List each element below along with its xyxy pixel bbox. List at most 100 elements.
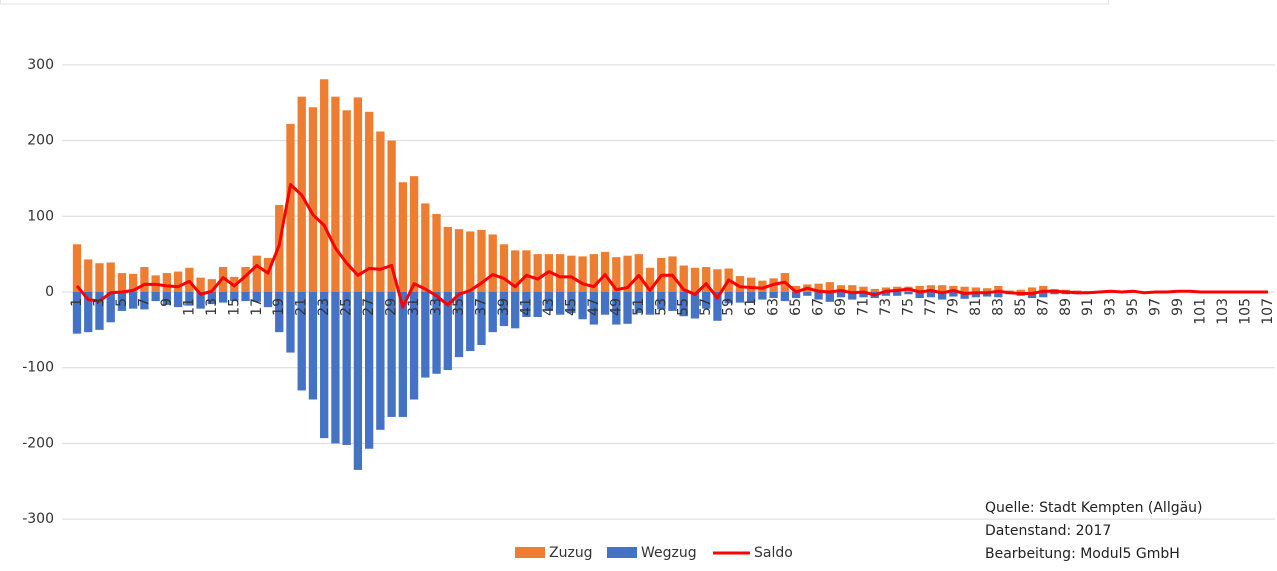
- y-tick-label: -200: [22, 435, 54, 451]
- bar: [241, 267, 250, 292]
- bar: [803, 292, 812, 296]
- bar: [443, 292, 452, 370]
- bar: [893, 292, 902, 296]
- bar: [499, 244, 509, 292]
- bar: [218, 292, 228, 303]
- x-tick-label: 105: [1238, 298, 1254, 325]
- x-tick-label: 83: [990, 298, 1006, 316]
- bar: [488, 292, 497, 333]
- bar: [623, 255, 632, 292]
- bar: [117, 292, 127, 311]
- bar: [1039, 285, 1048, 292]
- bar: [140, 267, 149, 292]
- bar: [129, 273, 138, 292]
- bar: [533, 292, 542, 317]
- bar: [567, 292, 576, 314]
- x-tick-label: 15: [226, 298, 242, 316]
- bar: [275, 292, 284, 333]
- frame: [0, 0, 1109, 5]
- x-tick-label: 81: [968, 298, 984, 316]
- bar: [881, 292, 891, 296]
- bar: [555, 254, 565, 292]
- bar: [634, 254, 643, 292]
- x-tick-label: 73: [878, 298, 894, 316]
- bar: [263, 292, 273, 308]
- bar: [1027, 292, 1037, 299]
- bar: [645, 267, 655, 292]
- x-tick-label: 93: [1103, 298, 1119, 316]
- x-tick-label: 43: [541, 298, 557, 316]
- bar: [825, 282, 834, 292]
- bar: [162, 292, 172, 305]
- bar: [938, 285, 947, 292]
- bar: [713, 269, 722, 292]
- bar: [432, 214, 441, 292]
- bar: [477, 229, 486, 292]
- y-tick-label: -300: [22, 511, 54, 527]
- bar: [522, 250, 531, 292]
- bar: [129, 292, 138, 309]
- bar: [421, 292, 430, 378]
- bar: [95, 263, 104, 292]
- bar: [331, 96, 340, 293]
- x-tick-label: 29: [384, 298, 400, 316]
- bar: [364, 292, 374, 449]
- x-tick-label: 91: [1080, 298, 1096, 316]
- bar: [791, 292, 801, 299]
- legend-swatch: [607, 547, 637, 558]
- bar: [657, 292, 666, 310]
- bar: [488, 234, 497, 292]
- bar: [600, 292, 610, 315]
- bar: [342, 292, 351, 445]
- bar: [454, 229, 464, 292]
- x-tick-label: 1: [69, 298, 85, 307]
- bar: [1005, 290, 1014, 292]
- bar: [836, 292, 846, 298]
- bar: [353, 292, 363, 470]
- bar: [578, 256, 587, 292]
- x-tick-label: 65: [788, 298, 804, 316]
- bar: [342, 110, 351, 293]
- bar: [162, 273, 172, 292]
- bar: [758, 292, 767, 300]
- annotation: Bearbeitung: Modul5 GmbH: [985, 546, 1180, 562]
- bar: [825, 292, 834, 302]
- bar: [207, 292, 216, 305]
- bar: [668, 292, 677, 311]
- bar: [971, 287, 981, 292]
- bar: [1039, 292, 1048, 298]
- bar: [511, 250, 520, 292]
- bar: [679, 265, 688, 292]
- x-tick-label: 41: [518, 298, 534, 316]
- bar: [1050, 292, 1059, 295]
- bar: [454, 292, 464, 358]
- x-tick-label: 13: [204, 298, 220, 316]
- x-tick-label: 103: [1215, 298, 1231, 325]
- bar: [499, 292, 509, 327]
- x-tick-label: 75: [900, 298, 916, 316]
- bar: [252, 292, 261, 302]
- bar: [241, 292, 250, 302]
- bar: [185, 267, 194, 292]
- bar: [398, 292, 407, 417]
- bar: [376, 292, 385, 430]
- x-tick-label: 95: [1125, 298, 1141, 316]
- bar: [960, 292, 969, 299]
- bar: [949, 292, 958, 297]
- bar: [791, 285, 801, 292]
- x-tick-label: 35: [451, 298, 467, 316]
- bar: [421, 203, 430, 292]
- x-tick-label: 5: [114, 298, 130, 307]
- bar: [915, 285, 924, 292]
- x-tick-label: 71: [856, 298, 872, 316]
- bar: [477, 292, 486, 345]
- annotation: Quelle: Stadt Kempten (Allgäu): [985, 500, 1203, 516]
- bar: [982, 288, 992, 292]
- x-tick-label: 53: [653, 298, 669, 316]
- bar: [511, 292, 520, 329]
- bar: [612, 292, 621, 325]
- legend-label: Saldo: [754, 545, 793, 561]
- x-tick-label: 85: [1013, 298, 1029, 316]
- bar: [320, 292, 329, 439]
